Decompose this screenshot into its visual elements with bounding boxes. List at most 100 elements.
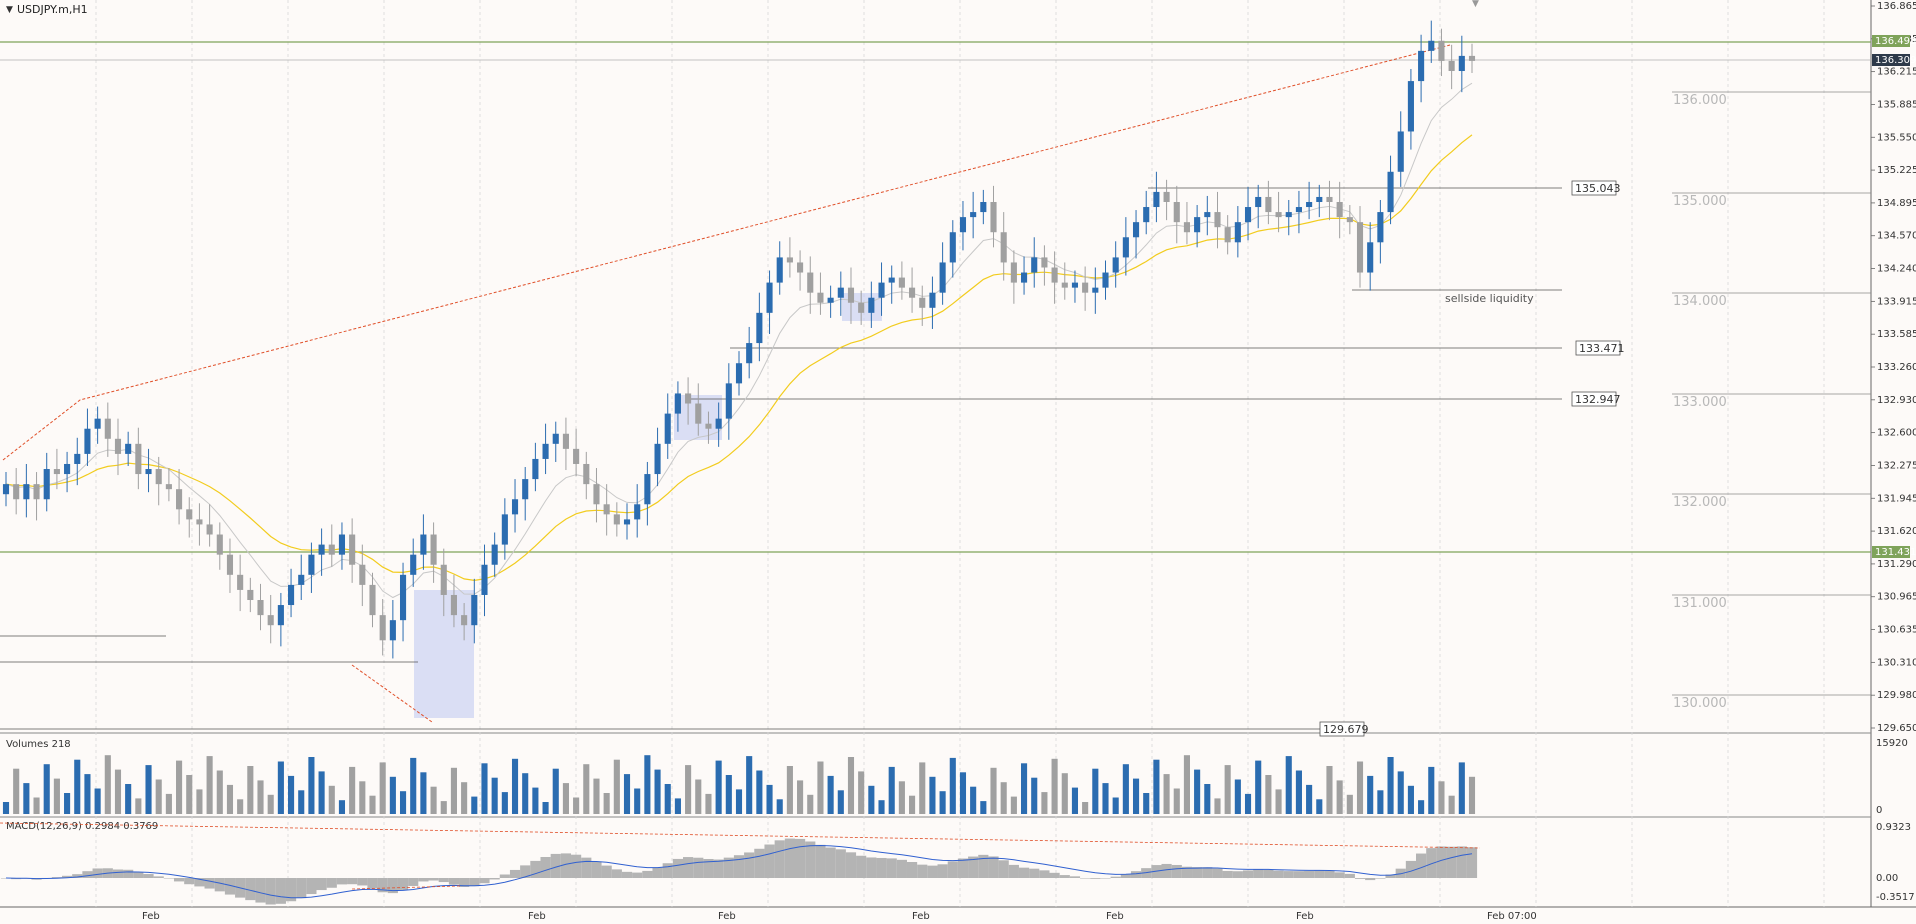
candle-body [827, 297, 834, 303]
volume-bar [13, 768, 20, 814]
macd-bar [489, 878, 500, 880]
macd-bar [1090, 878, 1101, 879]
volume-bar [277, 761, 284, 814]
macd-bar [448, 878, 460, 885]
price-tick-label: 134.240 [1877, 264, 1916, 275]
macd-bar [693, 857, 704, 878]
vertical-grid [95, 0, 1825, 907]
price-tick-label: 130.965 [1877, 592, 1916, 603]
level-box-129679[interactable]: 129.679 [1319, 721, 1369, 737]
macd-bar [82, 871, 93, 878]
price-tick-label: 132.930 [1877, 395, 1916, 406]
volume-bar [1122, 764, 1129, 814]
volume-bar [1071, 787, 1079, 814]
volume-bar [53, 778, 60, 814]
volume-bar [308, 757, 315, 814]
upper-level-tag-label: 136.493 [1875, 36, 1916, 47]
macd-bar [1416, 853, 1427, 878]
price-tick-label: 130.310 [1877, 657, 1916, 668]
volume-bar [338, 800, 346, 814]
price-tick-label: 129.980 [1877, 690, 1916, 701]
macd-bar [72, 874, 83, 878]
candle-body [847, 287, 855, 303]
volume-bar [226, 784, 234, 814]
macd-bar [163, 878, 174, 879]
macd-bar [224, 878, 236, 895]
lower-trendline[interactable] [351, 664, 433, 723]
macd-bar [886, 858, 897, 878]
candle-body [186, 509, 193, 520]
candle-body [1316, 196, 1323, 202]
price-tick-label: 133.260 [1877, 362, 1916, 373]
volume-bar [695, 779, 702, 814]
macd-bar [1446, 846, 1457, 878]
macd-bar [642, 870, 653, 878]
time-axis[interactable]: Feb Feb Feb Feb Feb Feb Feb 07:00 [0, 908, 1871, 924]
price-tick-label: 133.585 [1877, 329, 1916, 340]
volume-bar [1082, 802, 1089, 814]
volume-bar [1112, 797, 1119, 814]
volume-bar [511, 758, 519, 814]
macd-bar [153, 876, 164, 878]
macd-bar [825, 847, 836, 878]
volume-bar [532, 787, 539, 814]
candle-body [1163, 191, 1170, 202]
candle-body [1356, 222, 1364, 273]
candle-body [1183, 222, 1190, 233]
level-box-133471[interactable]: 133.471 [1575, 340, 1625, 356]
volume-bar [939, 791, 946, 814]
macd-bar [703, 858, 714, 878]
time-label-4: Feb [912, 911, 930, 922]
macd-bar [1192, 867, 1203, 878]
candle-body [1224, 227, 1231, 243]
volume-bar [1377, 790, 1384, 814]
candle-body [1407, 81, 1414, 132]
candle-body [257, 600, 264, 616]
level-box-135043[interactable]: 135.043 [1571, 180, 1621, 196]
candle-body [33, 484, 40, 500]
candle-body [929, 292, 936, 308]
volume-bar [125, 784, 132, 814]
macd-bar [1100, 878, 1111, 879]
volume-bar [1051, 758, 1058, 814]
candle-body [1397, 131, 1404, 172]
candle-body [603, 504, 610, 515]
macd-bar [764, 844, 775, 878]
volume-bar [420, 772, 427, 814]
volume-bar [1295, 770, 1302, 814]
volume-bar [1255, 760, 1262, 814]
macd-bar [123, 869, 134, 878]
candle-body [114, 438, 122, 454]
upper-trendline[interactable] [2, 44, 1451, 461]
volume-bar [1407, 785, 1414, 814]
candle-body [145, 469, 152, 475]
volume-bar [593, 778, 600, 814]
volume-bar [1183, 755, 1190, 814]
volume-bar [1102, 783, 1109, 814]
volume-bar [257, 780, 264, 814]
candle-body [664, 413, 671, 444]
macd-bar [133, 872, 144, 878]
candle-body [74, 453, 81, 464]
time-label-1: Feb [142, 911, 160, 922]
price-axis[interactable]: 136.865136.535136.215135.885135.550135.2… [1871, 1, 1916, 734]
candle-body [705, 423, 712, 429]
macd-bar [1029, 868, 1040, 878]
macd-bar [1008, 864, 1019, 878]
macd-bar [306, 878, 317, 895]
candle-body [990, 201, 997, 233]
candle-body [318, 544, 325, 555]
price-tick-label: 135.225 [1877, 165, 1916, 176]
candle-body [1194, 217, 1201, 233]
time-label-3: Feb [718, 911, 736, 922]
macd-bar [367, 878, 378, 889]
candle-body [807, 272, 814, 293]
shift-marker-icon[interactable]: ▼ [1472, 0, 1479, 9]
time-label-2: Feb [528, 911, 546, 922]
macd-bar [520, 865, 531, 878]
volume-bar [868, 785, 875, 814]
level-box-132947[interactable]: 132.947 [1571, 391, 1621, 407]
level-box-135043-label: 135.043 [1575, 182, 1621, 195]
collapse-arrow-icon[interactable]: ▼ [6, 5, 13, 15]
